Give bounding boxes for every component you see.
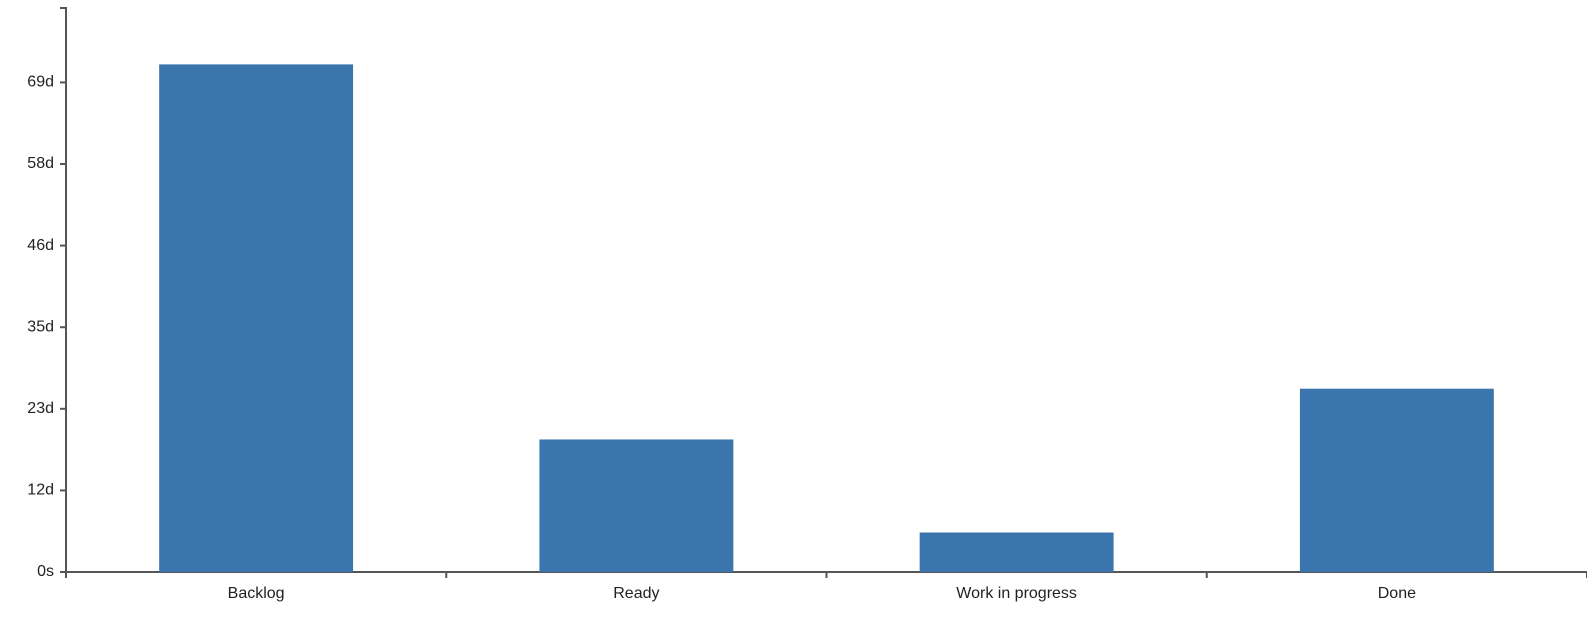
y-tick-label: 35d xyxy=(27,318,54,335)
bar-backlog xyxy=(159,64,354,573)
x-tick-label: Ready xyxy=(613,585,659,602)
bar-ready xyxy=(539,439,734,572)
y-tick-label: 58d xyxy=(27,155,54,172)
y-tick-label: 0s xyxy=(37,563,54,580)
bar-work-in-progress xyxy=(919,532,1114,572)
x-axis: Backlog Ready Work in progress Done xyxy=(65,571,1587,602)
y-tick-label: 12d xyxy=(27,482,54,499)
y-tick-label: 69d xyxy=(27,74,54,91)
x-tick-label: Backlog xyxy=(228,585,285,602)
y-axis: 0s 12d 23d 35d 46d 58d 69d xyxy=(27,7,67,580)
bars xyxy=(159,64,1494,573)
y-tick-label: 23d xyxy=(27,400,54,417)
bar-done xyxy=(1299,388,1494,572)
y-axis-line xyxy=(60,7,67,573)
x-tick-label: Done xyxy=(1378,585,1416,602)
x-tick-label: Work in progress xyxy=(956,585,1077,602)
y-tick-label: 46d xyxy=(27,237,54,254)
